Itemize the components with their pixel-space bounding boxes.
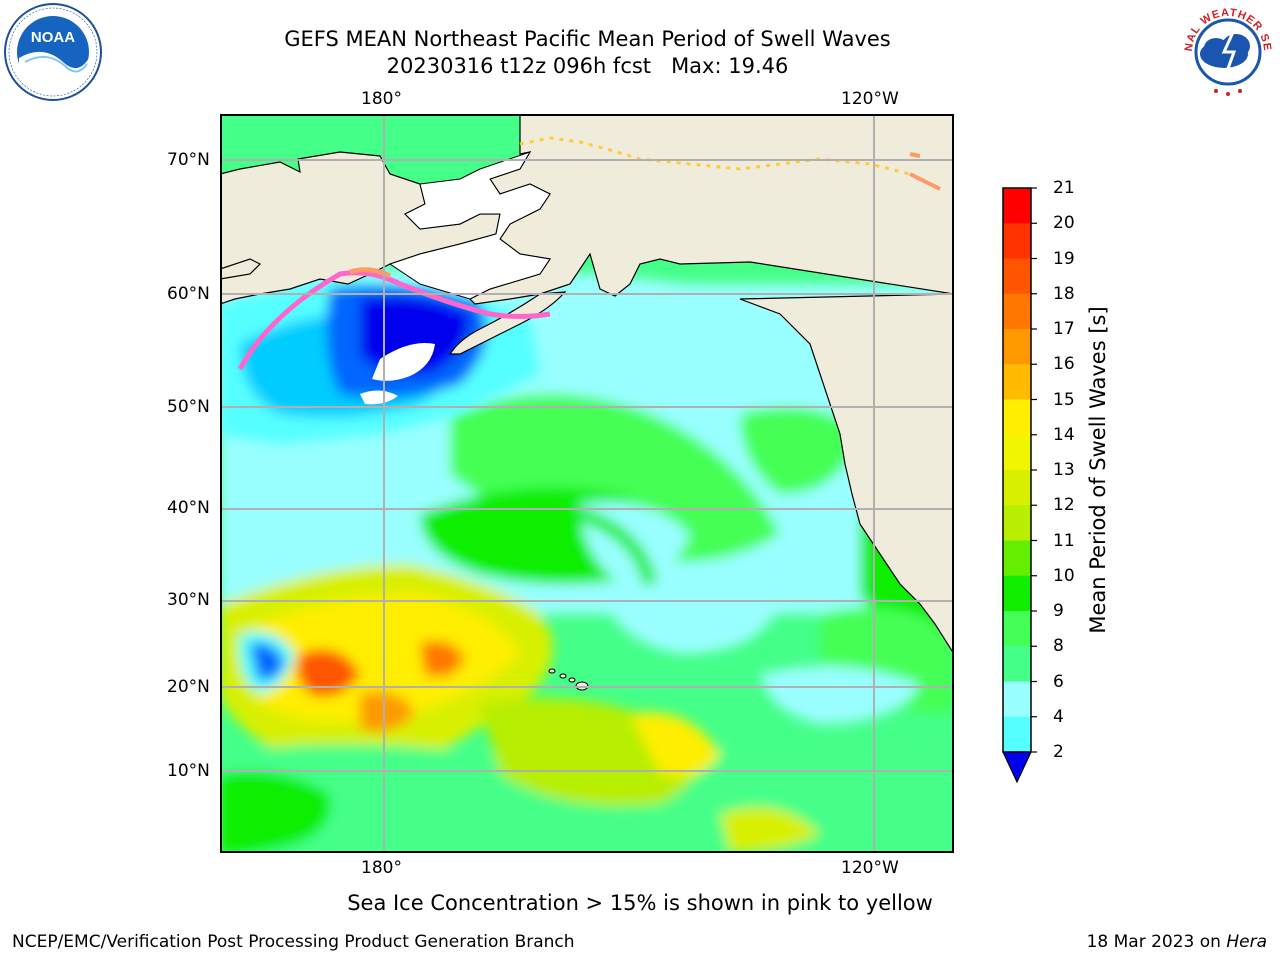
colorbar-block bbox=[1003, 364, 1031, 400]
swell-period-map bbox=[220, 114, 954, 853]
lat-label-20n: 20°N bbox=[167, 677, 210, 697]
graticule bbox=[220, 114, 954, 853]
arctic-unplotted bbox=[388, 151, 551, 300]
colorbar-tick-label: 20 bbox=[1053, 213, 1075, 234]
colorbar-block bbox=[1003, 223, 1031, 259]
colorbar-tick-label: 19 bbox=[1053, 248, 1075, 269]
colorbar-tick-label: 2 bbox=[1053, 742, 1064, 762]
colorbar-tick-label: 8 bbox=[1053, 636, 1064, 657]
nws-logo: NATIONAL WEATHER SERVICE bbox=[1178, 2, 1276, 100]
colorbar-tick-label: 4 bbox=[1053, 706, 1064, 727]
bottom-lon-label-180: 180° bbox=[361, 858, 402, 878]
colorbar-label: Mean Period of Swell Waves [s] bbox=[1086, 306, 1110, 634]
colorbar-tick-label: 14 bbox=[1053, 424, 1075, 445]
footer-credit: NCEP/EMC/Verification Post Processing Pr… bbox=[12, 932, 575, 952]
colorbar-tick-label: 15 bbox=[1053, 389, 1075, 410]
colorbar-block bbox=[1003, 293, 1031, 330]
open-water-gap bbox=[372, 343, 435, 381]
colorbar-tick-label: 6 bbox=[1053, 671, 1064, 692]
footer-machine: Hera bbox=[1226, 932, 1267, 952]
chart-title: GEFS MEAN Northeast Pacific Mean Period … bbox=[284, 27, 891, 51]
colorbar-tick-label: 18 bbox=[1053, 283, 1075, 304]
colorbar-block bbox=[1003, 681, 1031, 718]
colorbar-tick-label: 16 bbox=[1053, 354, 1075, 375]
land bbox=[220, 114, 954, 656]
colorbar-block bbox=[1003, 188, 1031, 224]
colorbar-tick-label: 21 bbox=[1053, 178, 1075, 198]
colorbar-block bbox=[1003, 540, 1031, 577]
lat-label-10n: 10°N bbox=[167, 761, 210, 781]
lat-label-60n: 60°N bbox=[167, 284, 210, 304]
lat-label-40n: 40°N bbox=[167, 498, 210, 518]
noaa-logo-text: NOAA bbox=[31, 29, 75, 46]
colorbar-block bbox=[1003, 611, 1031, 647]
footer-run-info: 18 Mar 2023 on Hera bbox=[1087, 932, 1267, 952]
lat-label-50n: 50°N bbox=[167, 397, 210, 417]
colorbar-tick-label: 12 bbox=[1053, 495, 1075, 516]
colorbar-extend-arrow bbox=[1002, 751, 1032, 784]
lat-label-30n: 30°N bbox=[167, 590, 210, 610]
colorbar-block bbox=[1003, 646, 1031, 682]
lat-label-70n: 70°N bbox=[167, 150, 210, 170]
forecast-subtitle: 20230316 t12z 096h fcst Max: 19.46 bbox=[386, 54, 789, 78]
colorbar-block bbox=[1003, 716, 1031, 753]
colorbar-tick-label: 11 bbox=[1053, 530, 1075, 551]
top-lon-label-120w: 120°W bbox=[841, 89, 899, 109]
colorbar-block bbox=[1003, 575, 1031, 612]
colorbar-block bbox=[1003, 329, 1031, 365]
colorbar bbox=[1002, 187, 1037, 784]
footer-date: 18 Mar 2023 on bbox=[1086, 932, 1227, 952]
colorbar-block bbox=[1003, 399, 1031, 436]
kamchatka-land bbox=[220, 258, 262, 280]
noaa-logo: NOAA bbox=[4, 3, 102, 101]
bottom-lon-label-120w: 120°W bbox=[841, 858, 899, 878]
top-lon-label-180: 180° bbox=[361, 89, 402, 109]
colorbar-tick-label: 17 bbox=[1053, 319, 1075, 339]
colorbar-tick-label: 13 bbox=[1053, 460, 1075, 480]
open-water-gap-2 bbox=[360, 390, 398, 405]
colorbar-block bbox=[1003, 505, 1031, 541]
colorbar-block bbox=[1003, 434, 1031, 471]
colorbar-block bbox=[1003, 258, 1031, 295]
colorbar-tick-label: 9 bbox=[1053, 601, 1064, 621]
colorbar-tick-label: 10 bbox=[1053, 565, 1075, 586]
sea-ice-caption: Sea Ice Concentration > 15% is shown in … bbox=[347, 891, 933, 915]
colorbar-block bbox=[1003, 470, 1031, 506]
